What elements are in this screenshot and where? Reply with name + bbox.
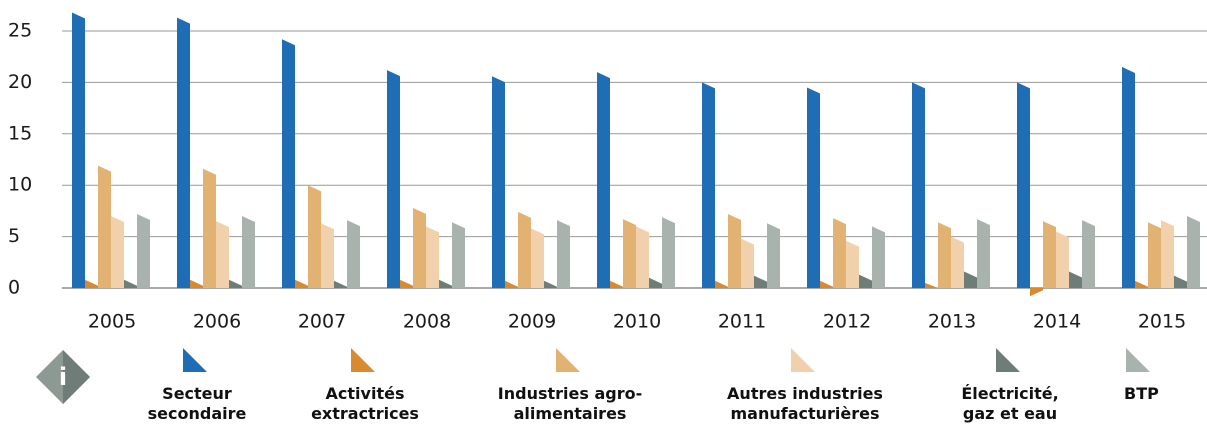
bar — [754, 275, 767, 288]
bar — [846, 240, 859, 288]
bar — [426, 226, 439, 288]
legend-label: Activités extractrices — [311, 384, 419, 423]
legend-swatch — [183, 348, 207, 372]
bar — [282, 39, 295, 288]
bar — [413, 207, 426, 288]
bar — [308, 185, 321, 288]
bar — [557, 220, 570, 288]
bar — [1043, 221, 1056, 288]
bar — [1122, 66, 1135, 288]
bar — [505, 280, 518, 288]
bar — [400, 279, 413, 288]
bar — [1161, 220, 1174, 288]
x-tick-label: 2006 — [193, 311, 241, 333]
legend-label: Industries agro-alimentaires — [497, 384, 643, 423]
bar — [977, 219, 990, 288]
bar — [951, 236, 964, 288]
bar — [649, 277, 662, 288]
bar — [662, 217, 675, 288]
bar — [1056, 231, 1069, 288]
bar — [1174, 275, 1187, 288]
legend-label: Secteur secondaire — [147, 384, 247, 423]
legend-swatch — [351, 348, 375, 372]
bar — [728, 213, 741, 288]
bar — [177, 17, 190, 289]
bar — [1069, 271, 1082, 288]
x-tick-label: 2012 — [823, 311, 871, 333]
info-icon: i — [36, 350, 90, 404]
x-tick-label: 2005 — [88, 311, 136, 333]
bar — [741, 238, 754, 288]
bar — [203, 168, 216, 288]
x-tick-label: 2010 — [613, 311, 661, 333]
legend-label: BTP — [1124, 384, 1159, 403]
bar — [702, 82, 715, 289]
bar — [72, 12, 85, 288]
y-tick-label: 25 — [8, 20, 32, 42]
bar — [1148, 222, 1161, 288]
bar — [544, 280, 557, 288]
bar — [715, 280, 728, 288]
bar — [820, 280, 833, 288]
bar — [452, 222, 465, 288]
bar — [85, 279, 98, 288]
y-tick-label: 10 — [8, 174, 32, 196]
bar — [1082, 220, 1095, 288]
bar — [531, 228, 544, 288]
bar — [938, 222, 951, 288]
bar — [347, 220, 360, 288]
y-tick-label: 15 — [8, 122, 32, 144]
bar — [124, 279, 137, 288]
x-tick-label: 2007 — [298, 311, 346, 333]
x-tick-label: 2009 — [508, 311, 556, 333]
bar — [1030, 288, 1043, 297]
x-tick-label: 2014 — [1033, 311, 1081, 333]
x-tick-label: 2013 — [928, 311, 976, 333]
bar — [321, 223, 334, 288]
bar — [98, 165, 111, 288]
bar — [859, 274, 872, 288]
bar — [387, 70, 400, 289]
legend-swatch — [1126, 348, 1150, 372]
bar — [925, 282, 938, 288]
legend-label: Électricité, gaz et eau — [961, 384, 1059, 423]
legend-label: Autres industries manufacturières — [727, 384, 883, 423]
legend-swatch — [556, 348, 580, 372]
y-tick-label: 20 — [8, 71, 32, 93]
bar — [334, 280, 347, 288]
bar — [1187, 216, 1200, 288]
legend-swatch — [791, 348, 815, 372]
bar — [242, 216, 255, 288]
bar — [610, 280, 623, 288]
bar — [833, 218, 846, 288]
x-tick-label: 2008 — [403, 311, 451, 333]
bar — [137, 213, 150, 288]
bar — [597, 72, 610, 289]
bar — [807, 87, 820, 288]
bar — [912, 82, 925, 289]
x-tick-label: 2011 — [718, 311, 766, 333]
bar — [439, 279, 452, 288]
bar — [216, 221, 229, 288]
bar — [964, 271, 977, 288]
bar — [1017, 82, 1030, 289]
bar — [872, 226, 885, 288]
y-tick-label: 0 — [8, 277, 20, 299]
bar — [492, 76, 505, 289]
bar — [111, 216, 124, 288]
bar — [623, 219, 636, 288]
bar — [229, 279, 242, 288]
bar — [295, 279, 308, 288]
bar — [636, 226, 649, 288]
bar — [767, 223, 780, 288]
bar — [190, 279, 203, 288]
x-tick-label: 2015 — [1138, 311, 1186, 333]
svg-text:i: i — [59, 363, 67, 391]
y-tick-label: 5 — [8, 225, 20, 247]
legend-swatch — [996, 348, 1020, 372]
bar — [1135, 280, 1148, 288]
bar — [518, 211, 531, 288]
